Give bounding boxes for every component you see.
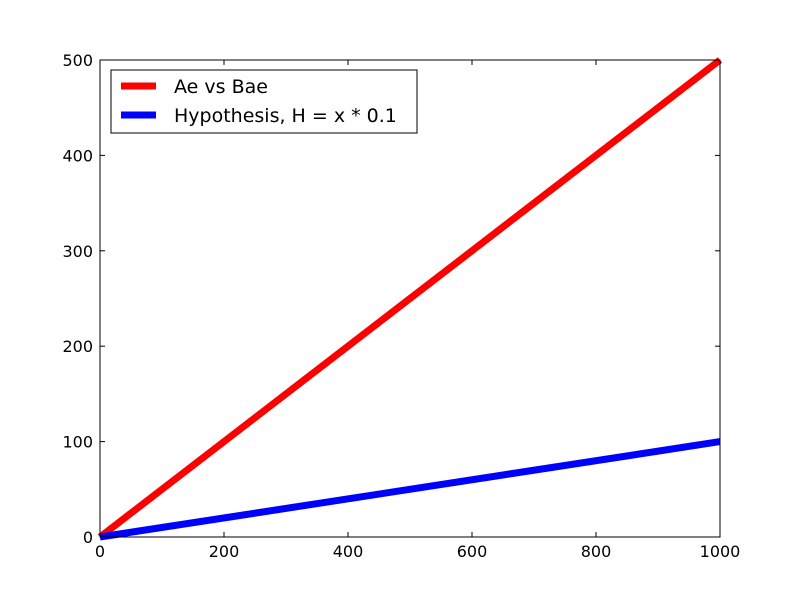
legend: Ae vs Bae Hypothesis, H = x * 0.1 [110,69,418,134]
x-tick-label: 400 [333,542,364,561]
x-tick-labels: 0 200 400 600 800 1000 [95,542,740,561]
legend-label-ae-vs-bae: Ae vs Bae [174,76,268,98]
y-tick-label: 400 [62,146,93,165]
series-layer [97,57,723,541]
ticks-layer [99,59,721,538]
x-tick-label: 0 [95,542,105,561]
x-tick-label: 1000 [700,542,741,561]
y-tick-label: 200 [62,337,93,356]
series-line-0 [97,57,723,540]
x-tick-label: 200 [209,542,240,561]
plot-frame [99,59,721,538]
x-tick-label: 800 [581,542,612,561]
legend-box [110,69,418,134]
y-tick-label: 500 [62,51,93,70]
y-tick-label: 300 [62,242,93,261]
y-tick-labels: 0 100 200 300 400 500 [62,51,93,547]
y-tick-label: 100 [62,433,93,452]
legend-label-hypothesis: Hypothesis, H = x * 0.1 [174,105,397,127]
x-tick-label: 600 [457,542,488,561]
y-tick-label: 0 [83,528,93,547]
series-line-1 [99,438,721,541]
